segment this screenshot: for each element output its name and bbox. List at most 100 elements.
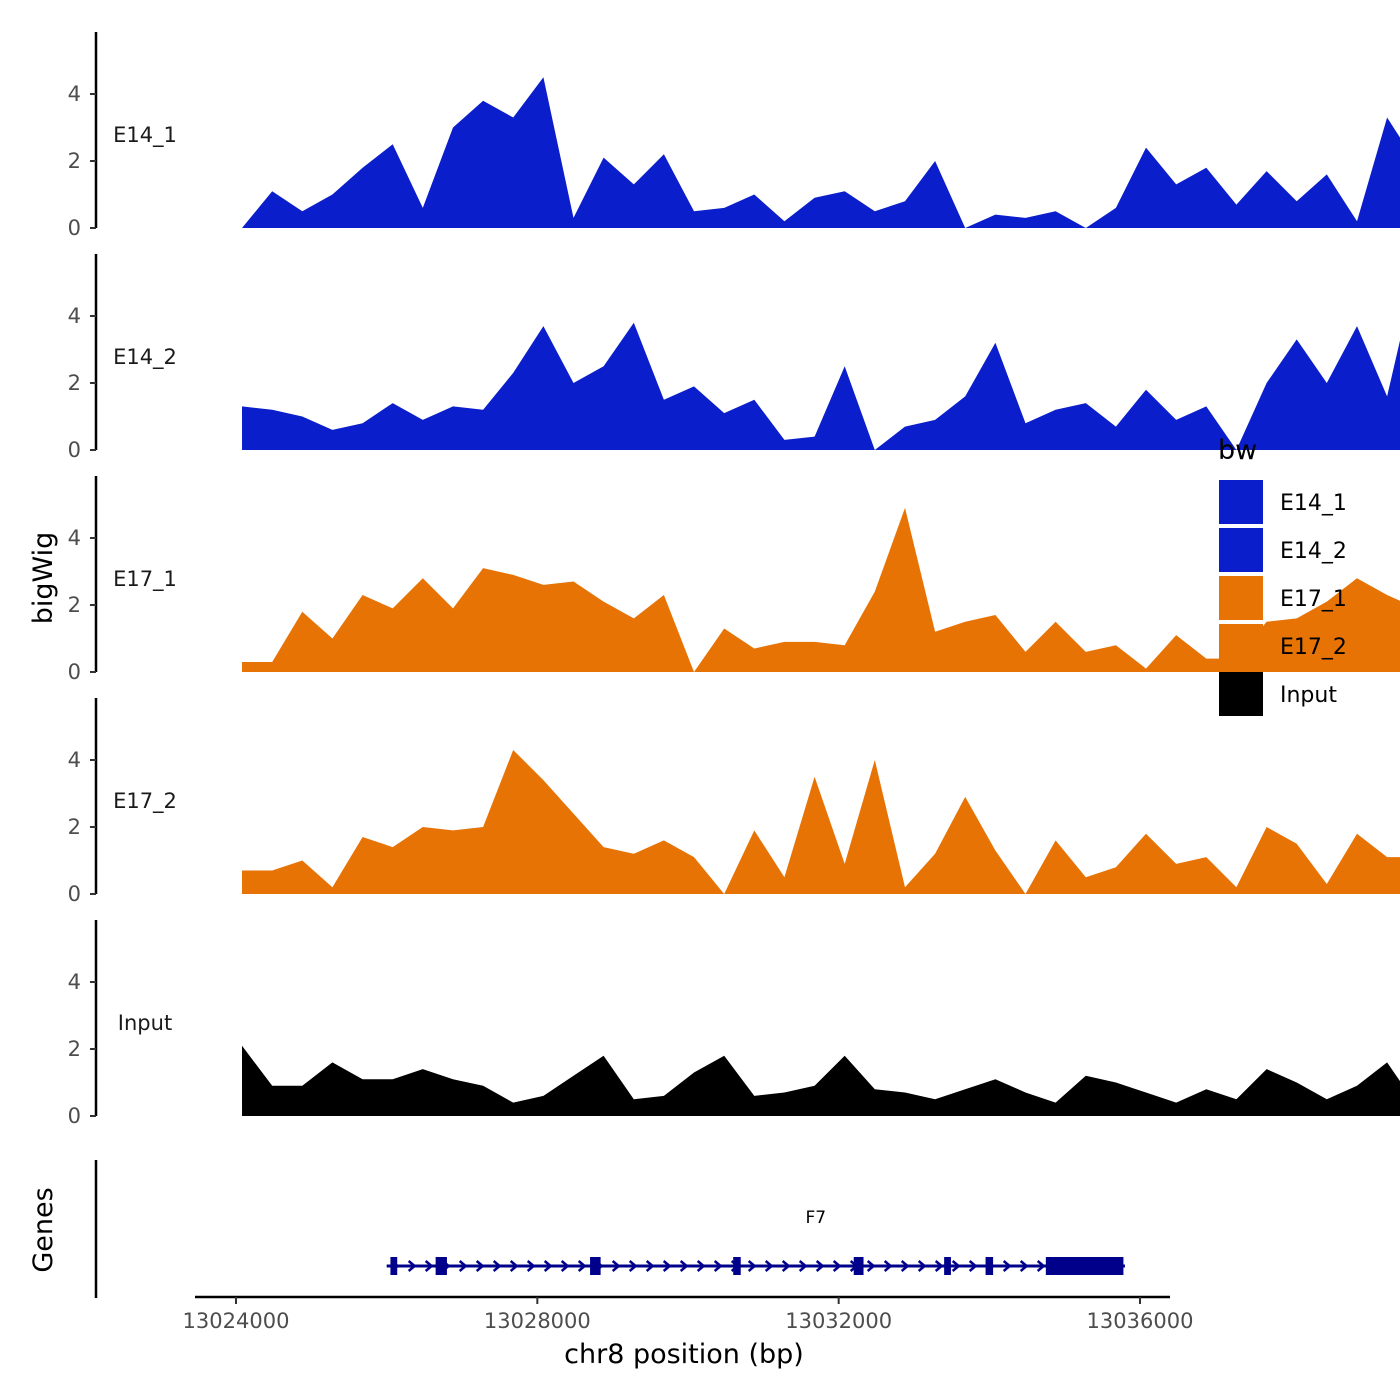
- strand-arrow: [1036, 1260, 1046, 1272]
- legend-item-e14_1: E14_1: [1219, 480, 1347, 524]
- signal-area-e14_2: [242, 322, 1400, 450]
- strand-arrow: [781, 1260, 791, 1272]
- track-e14_2: 0 2 4 E14_2: [68, 254, 1400, 462]
- legend-swatch: [1219, 624, 1263, 668]
- y-tick-label: 0: [68, 660, 81, 684]
- strand-arrow: [611, 1260, 621, 1272]
- signal-area-input: [242, 1045, 1400, 1116]
- strand-arrow: [475, 1260, 485, 1272]
- y-tick-label: 0: [68, 438, 81, 462]
- signal-area-e17_2: [242, 750, 1400, 894]
- legend-swatch: [1219, 672, 1263, 716]
- y-tick-label: 0: [68, 882, 81, 906]
- gene-exon: [985, 1257, 994, 1275]
- strand-arrow: [662, 1260, 672, 1272]
- gene-track: F7: [94, 1160, 1125, 1298]
- track-label: Input: [118, 1011, 172, 1035]
- y-tick-label: 0: [68, 1104, 81, 1128]
- y-tick-label: 4: [68, 970, 81, 994]
- y-tick-label: 4: [68, 748, 81, 772]
- strand-arrow: [883, 1260, 893, 1272]
- gene-exon: [1045, 1257, 1124, 1275]
- strand-arrow: [509, 1260, 519, 1272]
- gene-exon: [590, 1257, 601, 1275]
- signal-area-e17_1: [242, 507, 1400, 672]
- track-e17_2: 0 2 4 E17_2: [68, 698, 1400, 906]
- strand-arrow: [764, 1260, 774, 1272]
- legend-label: Input: [1280, 683, 1337, 708]
- y-tick-label: 2: [68, 149, 81, 173]
- strand-arrow: [900, 1260, 910, 1272]
- strand-arrow: [645, 1260, 655, 1272]
- genes-track-title: Genes: [28, 1187, 59, 1272]
- legend-swatch: [1219, 528, 1263, 572]
- gene-name-label: F7: [805, 1208, 826, 1228]
- x-tick-label: 13036000: [1087, 1309, 1194, 1333]
- strand-arrow: [713, 1260, 723, 1272]
- y-tick-label: 2: [68, 371, 81, 395]
- x-axis-title: chr8 position (bp): [564, 1339, 804, 1370]
- signal-tracks: 0 2 4 E14_1 0 2 4 E14_2 0 2 4 E17_1 0 2 4 E17_2 0 2 4 Input: [68, 32, 1400, 1128]
- strand-arrow: [679, 1260, 689, 1272]
- strand-arrow: [951, 1260, 961, 1272]
- gene-exon: [435, 1257, 447, 1275]
- legend-label: E17_1: [1280, 587, 1347, 612]
- gene-exon: [944, 1257, 951, 1275]
- legend-item-e17_1: E17_1: [1219, 576, 1347, 620]
- legend-item-e14_2: E14_2: [1219, 528, 1347, 572]
- track-label: E17_2: [113, 789, 177, 814]
- strand-arrow: [832, 1260, 842, 1272]
- x-tick-label: 13028000: [484, 1309, 591, 1333]
- strand-arrow: [628, 1260, 638, 1272]
- legend-title: bw: [1218, 435, 1257, 466]
- strand-arrow: [968, 1260, 978, 1272]
- y-tick-label: 2: [68, 593, 81, 617]
- track-label: E14_2: [113, 345, 177, 370]
- strand-arrow: [798, 1260, 808, 1272]
- gene-exon: [390, 1257, 398, 1275]
- legend-label: E17_2: [1280, 635, 1347, 660]
- x-tick-label: 13032000: [785, 1309, 892, 1333]
- track-label: E17_1: [113, 567, 177, 592]
- strand-arrow: [866, 1260, 876, 1272]
- strand-arrow: [458, 1260, 468, 1272]
- strand-arrow: [424, 1260, 434, 1272]
- strand-arrow: [917, 1260, 927, 1272]
- strand-arrow: [560, 1260, 570, 1272]
- track-input: 0 2 4 Input: [68, 920, 1400, 1128]
- legend: bw E14_1 E14_2 E17_1 E17_2 Input: [1218, 435, 1347, 716]
- gene-exon: [733, 1257, 741, 1275]
- y-tick-label: 4: [68, 526, 81, 550]
- x-tick-label: 13024000: [183, 1309, 290, 1333]
- legend-label: E14_1: [1280, 491, 1347, 516]
- strand-arrow: [407, 1260, 417, 1272]
- y-tick-label: 2: [68, 1037, 81, 1061]
- strand-arrow: [492, 1260, 502, 1272]
- y-tick-label: 0: [68, 216, 81, 240]
- gene-exon: [853, 1257, 864, 1275]
- x-axis: 13024000 13028000 13032000 13036000: [183, 1295, 1194, 1333]
- strand-arrow: [543, 1260, 553, 1272]
- y-tick-label: 4: [68, 304, 81, 328]
- legend-item-input: Input: [1219, 672, 1337, 716]
- legend-swatch: [1219, 576, 1263, 620]
- strand-arrow: [526, 1260, 536, 1272]
- legend-item-e17_2: E17_2: [1219, 624, 1347, 668]
- legend-swatch: [1219, 480, 1263, 524]
- gene-f7: F7: [386, 1208, 1125, 1275]
- strand-arrow: [1019, 1260, 1029, 1272]
- legend-label: E14_2: [1280, 539, 1347, 564]
- strand-arrow: [1002, 1260, 1012, 1272]
- track-e14_1: 0 2 4 E14_1: [68, 32, 1400, 240]
- strand-arrow: [747, 1260, 757, 1272]
- strand-arrow: [696, 1260, 706, 1272]
- strand-arrow: [577, 1260, 587, 1272]
- track-e17_1: 0 2 4 E17_1: [68, 476, 1400, 684]
- y-tick-label: 4: [68, 82, 81, 106]
- strand-arrow: [815, 1260, 825, 1272]
- signal-area-e14_1: [242, 77, 1400, 228]
- y-tick-label: 2: [68, 815, 81, 839]
- track-label: E14_1: [113, 123, 177, 148]
- strand-arrow: [934, 1260, 944, 1272]
